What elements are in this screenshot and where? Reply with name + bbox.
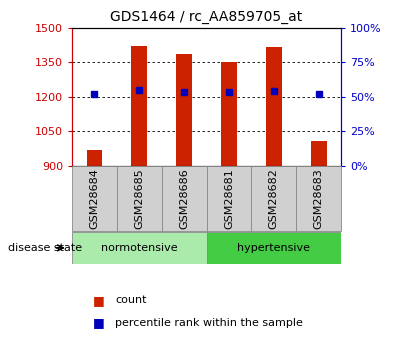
Bar: [72, 166, 117, 231]
Bar: [162, 166, 206, 231]
Text: GSM28686: GSM28686: [179, 168, 189, 229]
Bar: [86, 149, 102, 166]
Bar: [252, 166, 296, 231]
Text: count: count: [115, 295, 147, 305]
Text: GSM28684: GSM28684: [89, 168, 99, 229]
Bar: [296, 166, 341, 231]
Bar: [266, 47, 282, 166]
Bar: [72, 232, 206, 264]
Text: disease state: disease state: [8, 243, 82, 253]
Bar: [311, 141, 327, 166]
Bar: [221, 62, 237, 166]
Text: ■: ■: [92, 294, 104, 307]
Text: ■: ■: [92, 316, 104, 329]
Text: hypertensive: hypertensive: [237, 243, 310, 253]
Title: GDS1464 / rc_AA859705_at: GDS1464 / rc_AA859705_at: [111, 10, 302, 24]
Text: GSM28682: GSM28682: [269, 168, 279, 229]
Text: GSM28683: GSM28683: [314, 168, 324, 229]
Text: GSM28685: GSM28685: [134, 168, 144, 229]
Text: GSM28681: GSM28681: [224, 168, 234, 229]
Bar: [206, 166, 252, 231]
Bar: [132, 46, 147, 166]
Text: normotensive: normotensive: [101, 243, 178, 253]
Text: percentile rank within the sample: percentile rank within the sample: [115, 318, 303, 327]
Bar: [176, 54, 192, 166]
Bar: [117, 166, 162, 231]
Bar: [206, 232, 341, 264]
